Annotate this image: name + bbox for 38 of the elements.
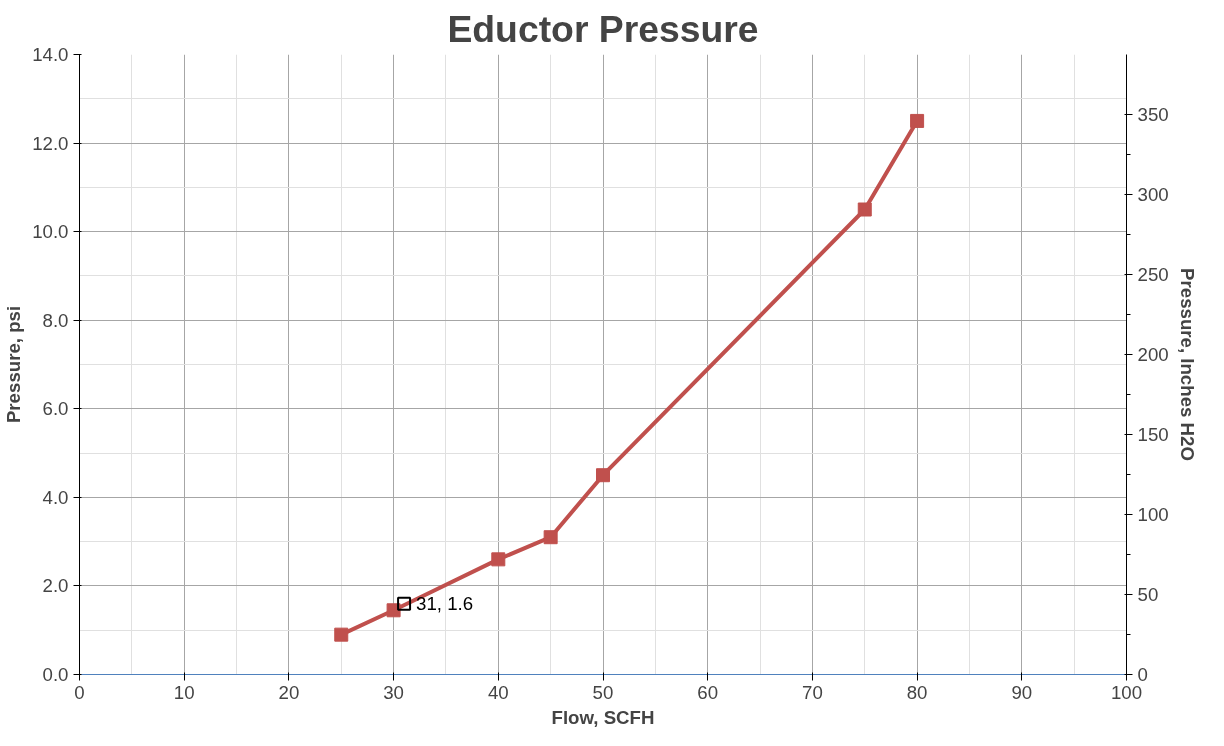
y-tick-label: 10.0 xyxy=(32,221,69,243)
y2-tick-label: 100 xyxy=(1137,504,1169,525)
x-tick-label: 40 xyxy=(487,681,509,703)
point xyxy=(334,627,349,642)
data-label: 31, 1.6 xyxy=(416,593,474,615)
y2-tick-label: 350 xyxy=(1137,104,1169,125)
point xyxy=(543,530,558,545)
point xyxy=(857,202,872,217)
y-tick-label: 0.0 xyxy=(42,664,69,685)
y-tick-label: 14.0 xyxy=(32,44,69,65)
point xyxy=(910,113,925,128)
x-tick-label: 0 xyxy=(74,681,85,703)
point xyxy=(397,596,412,611)
point xyxy=(491,552,506,567)
x-tick-label: 80 xyxy=(906,681,928,703)
x-tick-label: 50 xyxy=(592,681,614,703)
y2-axis-title: Pressure, Inches H2O xyxy=(1176,268,1198,461)
chart-title: Eductor Pressure xyxy=(447,7,759,50)
point xyxy=(386,603,401,618)
x-tick-label: 90 xyxy=(1011,681,1033,703)
x-tick-label: 10 xyxy=(173,681,195,703)
x-tick-label: 20 xyxy=(278,681,300,703)
point xyxy=(596,468,610,483)
y2-tick-label: 200 xyxy=(1137,344,1169,365)
y-tick-label: 6.0 xyxy=(42,398,69,420)
x-tick-label: 30 xyxy=(383,681,404,703)
y-tick-label: 4.0 xyxy=(42,486,69,508)
y2-tick-label: 300 xyxy=(1137,184,1169,205)
y-tick-label: 8.0 xyxy=(42,309,69,331)
y2-tick-label: 150 xyxy=(1137,424,1169,445)
x-axis-title: Flow, SCFH xyxy=(551,706,655,728)
y2-tick-label: 50 xyxy=(1137,584,1159,605)
y2-tick-label: 250 xyxy=(1137,264,1169,285)
x-tick-label: 60 xyxy=(697,681,719,703)
y-tick-label: 2.0 xyxy=(42,575,69,597)
y-tick-label: 12.0 xyxy=(32,132,69,154)
y-axis-title: Pressure, psi xyxy=(3,305,25,424)
x-tick-label: 70 xyxy=(802,681,823,703)
